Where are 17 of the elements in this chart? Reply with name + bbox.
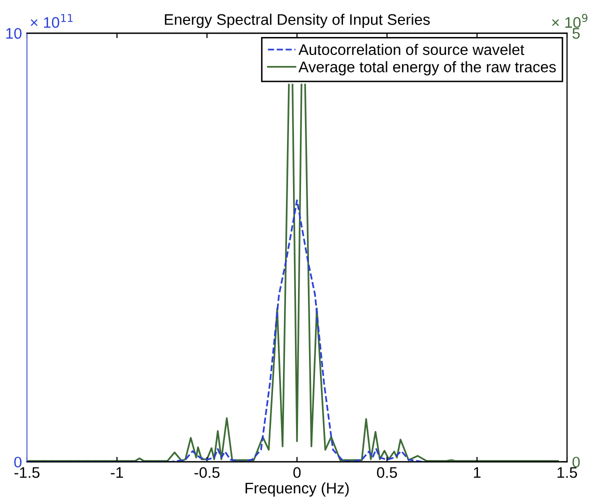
x-axis-title: Frequency (Hz) [246, 482, 349, 497]
legend-label: Autocorrelation of source wavelet [298, 44, 524, 56]
y2-tick-label: 5 [572, 28, 580, 39]
text: × 10$^{11}$ [30, 14, 73, 28]
y-tick-label: 10 [6, 28, 22, 39]
x-tick-label: 1 [474, 467, 481, 478]
x-tick-label: 0 [293, 467, 301, 478]
y2-tick-label: 0 [572, 456, 580, 468]
x-tick-label: 1.5 [558, 467, 578, 478]
x-tick-label: -1.5 [14, 467, 40, 478]
line-series [26, 199, 424, 462]
x-tick-label: -0.5 [194, 467, 220, 478]
text: × 10$^{9}$ [552, 14, 588, 28]
chart-title: Energy Spectral Density of Input Series [164, 14, 430, 28]
x-tick-label: -1 [110, 467, 124, 478]
x-tick-label: 0.5 [376, 467, 397, 478]
legend-label: Average total energy of the raw traces [298, 61, 556, 76]
